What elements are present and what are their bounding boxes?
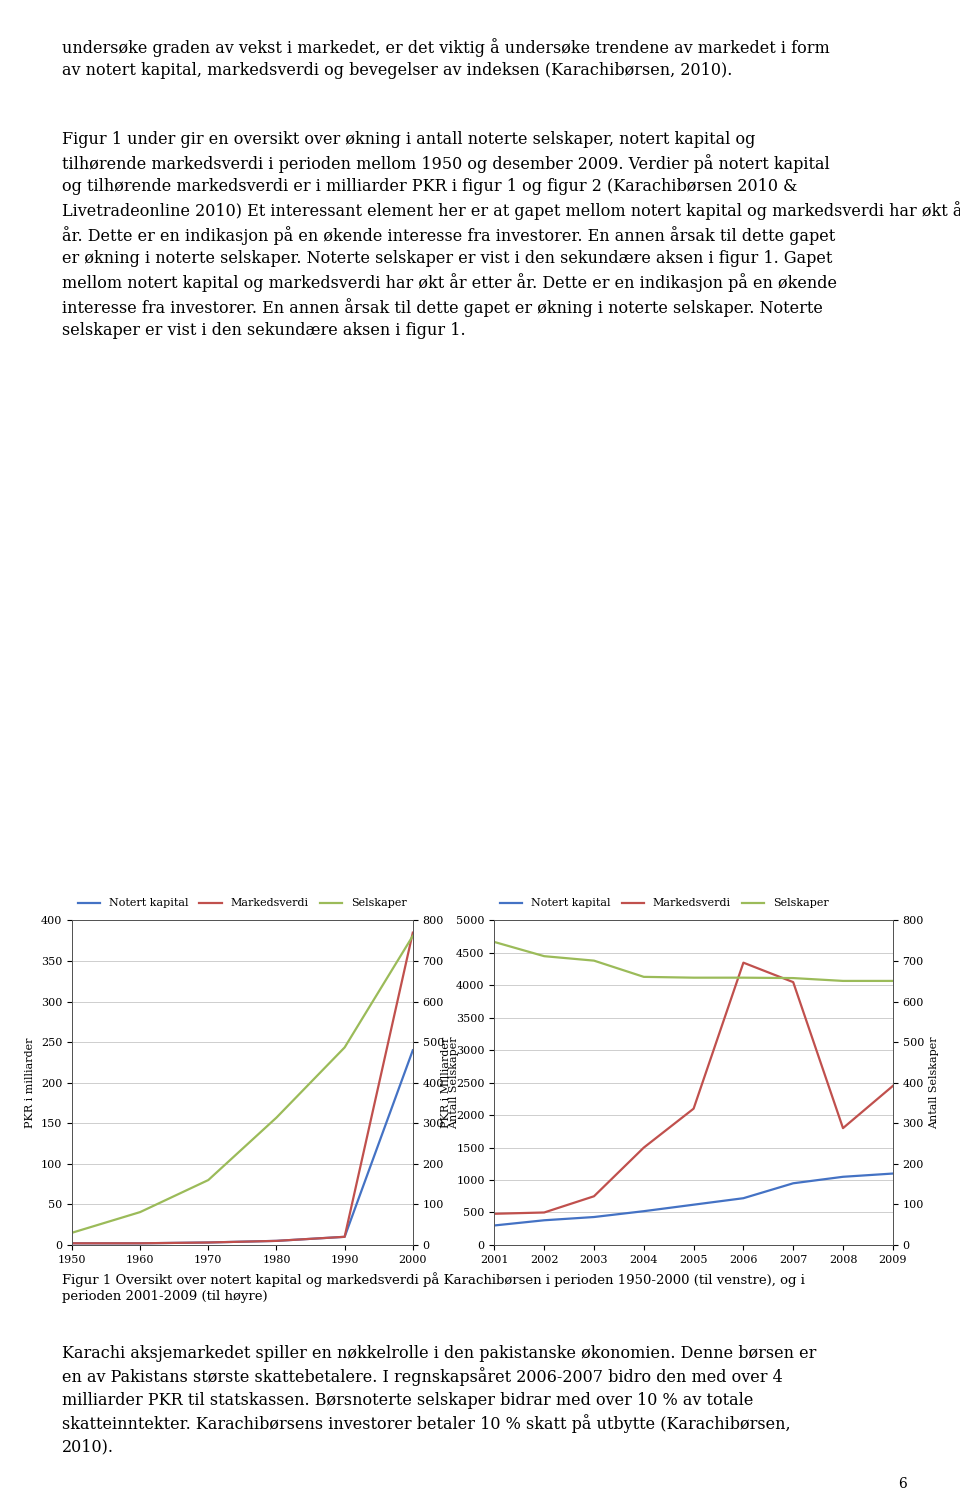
Text: undersøke graden av vekst i markedet, er det viktig å undersøke trendene av mark: undersøke graden av vekst i markedet, er…: [62, 38, 830, 78]
Legend: Notert kapital, Markedsverdi, Selskaper: Notert kapital, Markedsverdi, Selskaper: [78, 898, 406, 908]
Text: Karachi aksjemarkedet spiller en nøkkelrolle i den pakistanske økonomien. Denne : Karachi aksjemarkedet spiller en nøkkelr…: [62, 1345, 817, 1456]
Y-axis label: Antall Selskaper: Antall Selskaper: [929, 1037, 940, 1129]
Y-axis label: PKR i milliarder: PKR i milliarder: [25, 1038, 36, 1127]
Legend: Notert kapital, Markedsverdi, Selskaper: Notert kapital, Markedsverdi, Selskaper: [500, 898, 828, 908]
Text: Figur 1 under gir en oversikt over økning i antall noterte selskaper, notert kap: Figur 1 under gir en oversikt over øknin…: [62, 131, 960, 340]
Text: Figur 1 Oversikt over notert kapital og markedsverdi på Karachibørsen i perioden: Figur 1 Oversikt over notert kapital og …: [62, 1272, 805, 1302]
Y-axis label: PKR i Milliarder: PKR i Milliarder: [441, 1037, 450, 1129]
Text: 6: 6: [899, 1477, 907, 1491]
Y-axis label: Antall Selskaper: Antall Selskaper: [449, 1037, 460, 1129]
